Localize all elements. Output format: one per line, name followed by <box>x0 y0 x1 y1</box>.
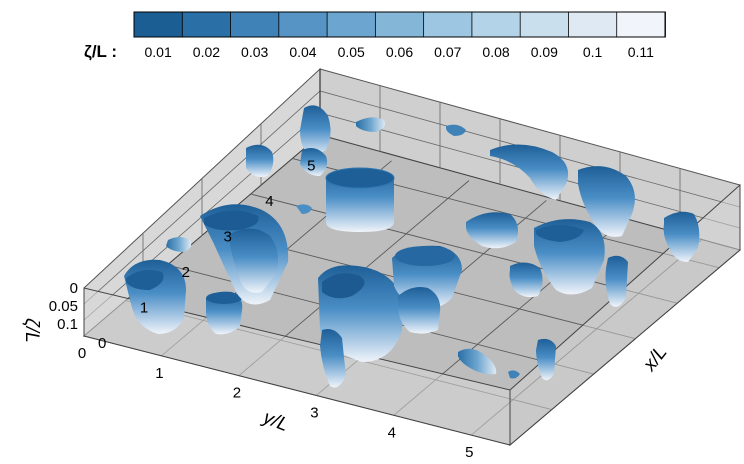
x-tick-label: 3 <box>223 229 231 246</box>
colorbar-cell <box>230 11 280 38</box>
z-tick-label: 0.05 <box>49 298 78 315</box>
vortex-tube <box>508 370 520 379</box>
colorbar-tick-label: 0.01 <box>145 44 172 60</box>
colorbar-tick-label: 0.06 <box>386 44 413 60</box>
vortex-tube <box>206 291 243 335</box>
vortex-tube <box>663 211 700 262</box>
z-tick-label: 0 <box>70 280 78 297</box>
colorbar-cell <box>133 11 184 38</box>
y-tick-label: 4 <box>388 424 396 441</box>
vortex-tube <box>246 144 274 177</box>
vortex-tubes <box>124 105 700 388</box>
colorbar-tick-label: 0.08 <box>482 44 509 60</box>
vortex-tube <box>296 204 312 214</box>
x-tick-label: 1 <box>140 300 148 317</box>
vortex-tube <box>166 237 192 252</box>
colorbar-cells <box>133 11 666 38</box>
z-tick-label: 0.1 <box>57 316 78 333</box>
colorbar-tick-labels: 0.01 0.02 0.03 0.04 0.05 0.06 0.07 0.08 0.09 0.1 0… <box>145 44 655 60</box>
vortex-tube <box>490 144 569 200</box>
colorbar-tick-label: 0.07 <box>434 44 461 60</box>
vortex-tube <box>392 245 462 309</box>
colorbar-frame <box>133 11 666 38</box>
colorbar-tick-label: 0.04 <box>289 44 316 60</box>
vortex-tube <box>124 259 186 334</box>
colorbar-tick-label: 0.1 <box>583 44 603 60</box>
colorbar-tick-label: 0.05 <box>338 44 365 60</box>
vortex-tube <box>458 348 497 375</box>
colorbar-cell <box>616 11 666 38</box>
vortex-tube <box>300 105 331 158</box>
vortex-tube <box>509 262 543 298</box>
colorbar-cell <box>471 11 522 38</box>
colorbar-cell <box>374 11 425 38</box>
vortex-tube <box>446 124 466 136</box>
y-tick-label: 2 <box>233 385 241 402</box>
vortex-tube <box>356 117 385 132</box>
vortex-tube <box>325 167 395 232</box>
vortex-tube <box>466 212 518 249</box>
x-tick-label: 5 <box>307 158 315 175</box>
vortex-tube <box>536 338 556 381</box>
colorbar-cell <box>278 11 328 38</box>
colorbar-title: ζ/L : <box>84 42 117 61</box>
y-axis-label: y/L <box>258 406 291 436</box>
vortex-tube <box>534 219 605 295</box>
colorbar-cell <box>568 11 618 38</box>
colorbar-tick-label: 0.02 <box>193 44 220 60</box>
x-tick-label: 0 <box>98 335 106 352</box>
vortex-tube <box>578 166 635 237</box>
y-tick-label: 0 <box>78 345 86 362</box>
vortex-tube <box>320 329 346 388</box>
x-tick-label: 2 <box>182 264 190 281</box>
z-axis-label: ζ/L <box>21 318 42 343</box>
x-tick-label: 4 <box>265 193 273 210</box>
vortex-tube <box>398 287 441 334</box>
y-tick-label: 5 <box>465 444 473 461</box>
colorbar-cell <box>326 11 377 38</box>
y-tick-label: 3 <box>310 404 318 421</box>
colorbar-tick-label: 0.11 <box>628 44 654 60</box>
colorbar-tick-label: 0.09 <box>531 44 558 60</box>
colorbar-cell <box>423 11 473 38</box>
vortex-tube <box>605 255 628 307</box>
vortex-tube <box>230 228 278 293</box>
vortex-tube <box>300 148 328 176</box>
colorbar-cell <box>519 11 570 38</box>
colorbar-cell <box>181 11 232 38</box>
colorbar-tick-label: 0.03 <box>241 44 268 60</box>
y-tick-label: 1 <box>155 365 163 382</box>
colorbar: ζ/L : 0.01 0.02 0.03 0.04 0.05 0.06 0.07 0.08 0.… <box>84 11 666 61</box>
x-axis-label: x/L <box>639 342 672 376</box>
